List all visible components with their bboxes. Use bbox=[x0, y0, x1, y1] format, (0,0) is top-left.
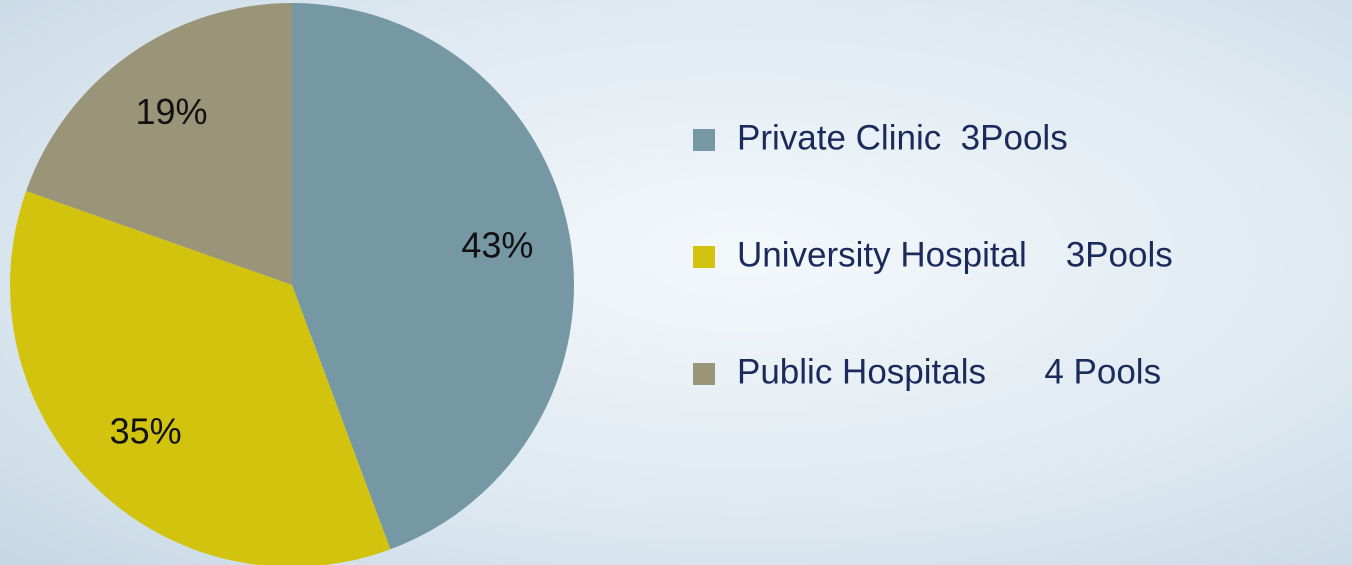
pie-slice bbox=[26, 3, 293, 285]
legend-label: University Hospital 3Pools bbox=[737, 235, 1173, 274]
legend: Private Clinic 3Pools University Hospital… bbox=[693, 118, 1173, 391]
legend-label: Private Clinic 3Pools bbox=[737, 118, 1068, 157]
pie-slice bbox=[292, 3, 574, 550]
legend-label: Public Hospitals 4 Pools bbox=[737, 352, 1161, 391]
data-label: 43% bbox=[461, 225, 533, 266]
legend-swatch bbox=[693, 129, 715, 151]
pie: 43% 35% 19% bbox=[10, 3, 574, 565]
pie-slice bbox=[10, 190, 391, 565]
data-label: 35% bbox=[110, 410, 182, 451]
data-label: 19% bbox=[136, 91, 208, 132]
legend-swatch bbox=[693, 363, 715, 385]
legend-swatch bbox=[693, 246, 715, 268]
